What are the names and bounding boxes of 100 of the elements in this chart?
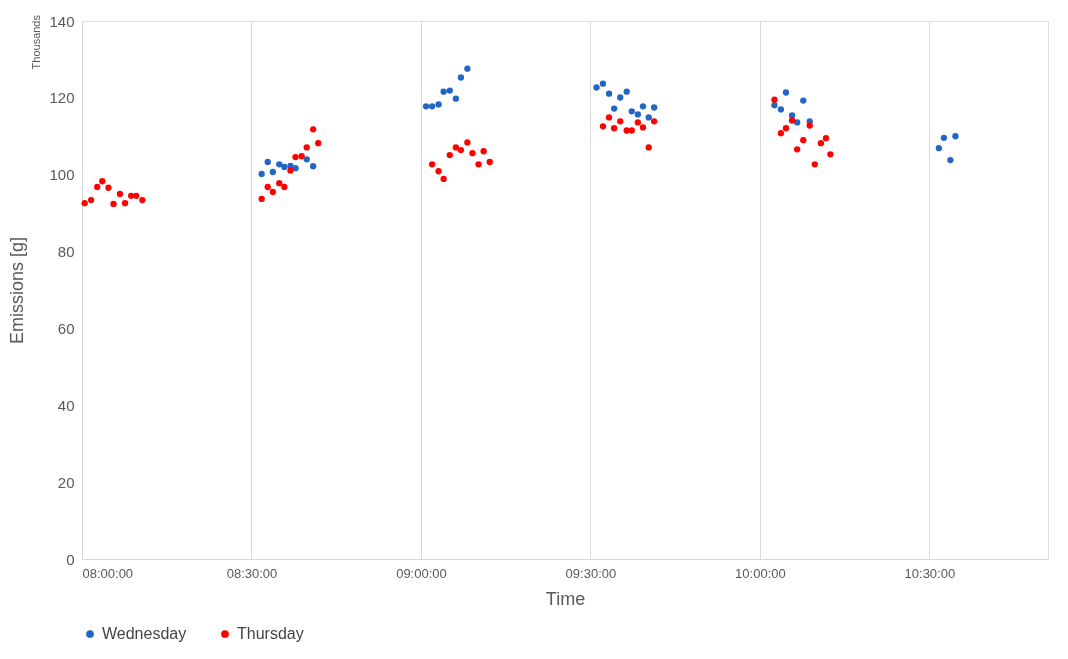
point — [99, 178, 106, 185]
point — [139, 196, 146, 204]
point — [952, 133, 959, 140]
point — [133, 192, 140, 200]
point — [435, 101, 442, 108]
y-tick-label: 140 — [49, 12, 75, 30]
point — [935, 145, 943, 152]
point — [258, 195, 265, 203]
point — [623, 127, 630, 134]
point — [610, 125, 618, 132]
point — [475, 161, 482, 168]
point — [634, 119, 642, 126]
point — [806, 122, 813, 129]
x-tick-label: 08:00:00 — [82, 565, 134, 581]
point — [617, 118, 624, 125]
point — [817, 140, 825, 147]
x-axis-title: Time — [545, 588, 586, 609]
point — [303, 144, 310, 151]
point — [81, 200, 88, 207]
point — [800, 136, 807, 144]
point — [281, 163, 288, 171]
point — [650, 118, 658, 125]
point — [599, 123, 607, 130]
point — [116, 190, 124, 198]
point — [428, 161, 436, 168]
point — [464, 65, 471, 72]
legend-label: Wednesday — [102, 625, 187, 642]
point — [292, 165, 299, 172]
point — [440, 175, 447, 183]
y-tick-label: 60 — [57, 319, 75, 337]
point — [605, 90, 613, 97]
point — [800, 97, 807, 104]
point — [623, 88, 630, 95]
point — [480, 148, 487, 155]
y-tick-label: 40 — [57, 396, 75, 414]
point — [281, 183, 288, 191]
point — [788, 117, 796, 124]
x-tick-label: 10:30:00 — [904, 565, 956, 581]
point — [310, 163, 317, 170]
x-tick-label: 09:00:00 — [396, 565, 447, 581]
point — [610, 105, 618, 112]
point — [827, 151, 834, 158]
point — [599, 80, 607, 87]
point — [628, 108, 635, 115]
point — [422, 103, 430, 110]
point — [446, 87, 453, 94]
point — [777, 130, 785, 137]
point — [269, 168, 276, 176]
point — [105, 184, 112, 191]
point — [639, 103, 647, 110]
x-tick-label: 10:00:00 — [735, 565, 786, 581]
y-tick-label: 100 — [49, 166, 75, 184]
point — [121, 200, 129, 207]
text: Thousands — [30, 14, 42, 70]
point — [464, 139, 471, 146]
point — [264, 158, 271, 166]
point — [645, 114, 652, 121]
point — [639, 124, 647, 131]
point — [822, 135, 830, 142]
point — [940, 134, 948, 141]
point — [452, 95, 460, 102]
point — [87, 196, 95, 204]
point — [617, 94, 624, 101]
point — [782, 89, 790, 96]
point — [258, 170, 265, 178]
point — [634, 111, 642, 118]
point — [457, 74, 465, 81]
point — [315, 140, 322, 147]
point — [469, 150, 476, 157]
point — [298, 153, 305, 160]
point — [287, 167, 294, 174]
point — [782, 125, 790, 132]
y-tick-label: 120 — [49, 89, 75, 107]
point — [486, 158, 493, 166]
point — [440, 88, 447, 95]
point — [771, 102, 778, 109]
point — [457, 146, 465, 154]
point — [794, 119, 801, 126]
legend-label: Thursday — [237, 625, 304, 642]
point — [771, 96, 778, 103]
point — [276, 161, 283, 168]
x-tick-label: 08:30:00 — [226, 565, 278, 581]
y-tick-label: 80 — [57, 243, 75, 261]
point — [269, 188, 276, 196]
point — [292, 153, 299, 161]
point — [452, 144, 460, 151]
point — [593, 84, 600, 91]
point — [303, 156, 310, 163]
point — [264, 183, 271, 191]
point — [428, 103, 436, 110]
point — [276, 180, 283, 187]
point — [605, 114, 613, 121]
point — [811, 161, 818, 168]
point — [628, 127, 635, 134]
x-tick-label: 09:30:00 — [565, 565, 617, 581]
point — [794, 146, 801, 153]
point — [645, 144, 652, 151]
point — [446, 151, 453, 159]
point — [127, 192, 135, 200]
point — [777, 106, 785, 113]
